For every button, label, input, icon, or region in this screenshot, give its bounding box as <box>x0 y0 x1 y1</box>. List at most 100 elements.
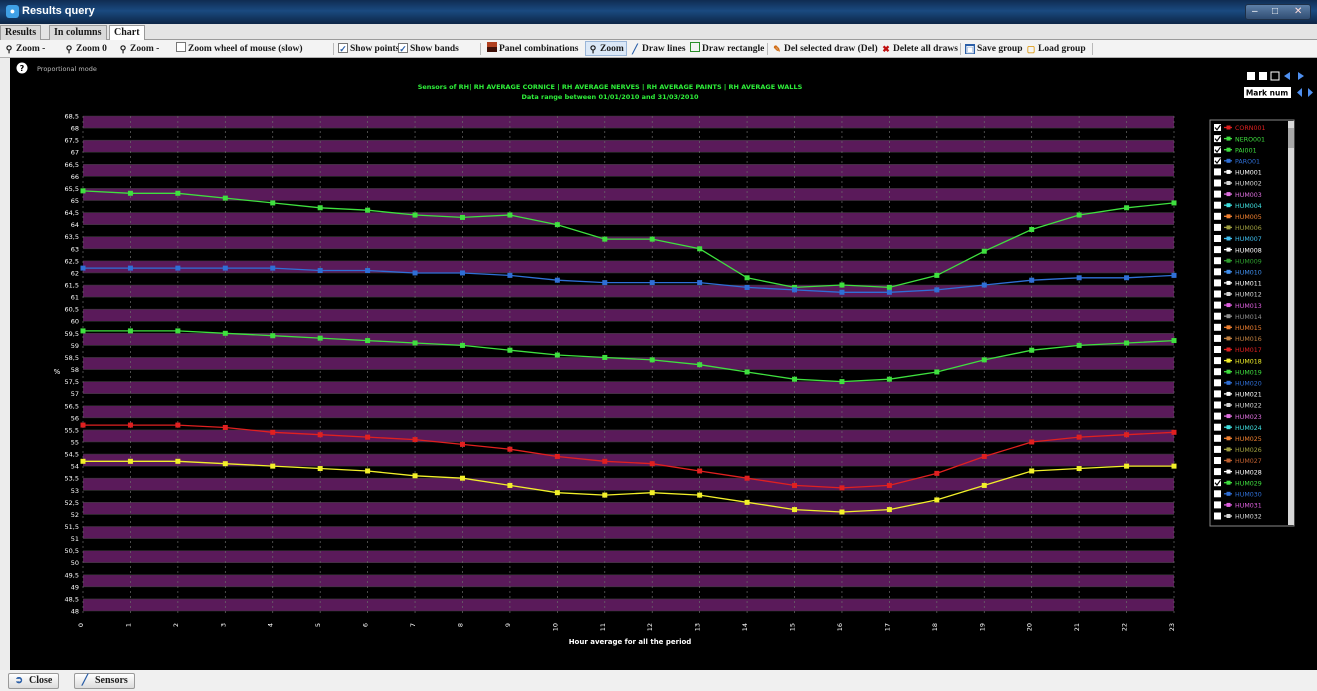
next-arrow-icon[interactable] <box>1298 72 1304 80</box>
data-point[interactable] <box>1029 226 1035 232</box>
data-point[interactable] <box>1076 342 1082 348</box>
data-point[interactable] <box>602 280 608 286</box>
data-point[interactable] <box>80 265 86 271</box>
data-point[interactable] <box>507 446 513 452</box>
legend-checkbox[interactable] <box>1214 301 1221 309</box>
data-point[interactable] <box>839 379 845 385</box>
legend-checkbox[interactable] <box>1214 312 1221 320</box>
data-point[interactable] <box>459 475 465 481</box>
data-point[interactable] <box>697 362 703 368</box>
legend-checkbox[interactable] <box>1214 323 1221 331</box>
tab-in-columns[interactable]: In columns <box>49 25 107 40</box>
legend-checkbox[interactable] <box>1214 457 1221 464</box>
data-point[interactable] <box>981 357 987 363</box>
data-point[interactable] <box>649 357 655 363</box>
data-point[interactable] <box>507 272 513 278</box>
data-point[interactable] <box>270 265 276 271</box>
data-point[interactable] <box>981 482 987 488</box>
legend-item[interactable]: HUM027 <box>1214 457 1262 465</box>
data-point[interactable] <box>839 485 845 491</box>
data-point[interactable] <box>839 282 845 288</box>
legend-item[interactable]: PARO01 <box>1214 157 1260 166</box>
data-point[interactable] <box>1171 272 1177 278</box>
chart-series[interactable] <box>80 188 1177 515</box>
data-point[interactable] <box>649 490 655 496</box>
data-point[interactable] <box>175 458 181 464</box>
data-point[interactable] <box>839 509 845 515</box>
data-point[interactable] <box>459 342 465 348</box>
series-line[interactable] <box>82 190 1175 289</box>
sensor-legend[interactable]: CORN001 NERO001 PAI001 PARO01 HUM001 HUM002 HU… <box>1209 119 1295 527</box>
legend-item[interactable]: HUM004 <box>1214 201 1262 210</box>
data-point[interactable] <box>886 482 892 488</box>
data-point[interactable] <box>697 468 703 474</box>
legend-checkbox[interactable] <box>1214 412 1221 420</box>
data-point[interactable] <box>744 284 750 290</box>
legend-item[interactable]: CORN001 <box>1214 124 1265 132</box>
data-point[interactable] <box>554 490 560 496</box>
legend-checkbox[interactable] <box>1214 401 1221 409</box>
legend-item[interactable]: HUM015 <box>1214 323 1262 332</box>
legend-item[interactable]: HUM009 <box>1214 257 1262 265</box>
data-point[interactable] <box>270 463 276 469</box>
data-point[interactable] <box>317 205 323 211</box>
panel-combinations-button[interactable]: Panel combinations <box>487 42 578 56</box>
data-point[interactable] <box>270 333 276 339</box>
data-point[interactable] <box>649 280 655 286</box>
checked-box-icon[interactable] <box>1259 72 1267 80</box>
legend-checkbox[interactable] <box>1214 201 1221 209</box>
data-point[interactable] <box>1171 338 1177 344</box>
rh-line-chart[interactable]: 68,56867,56766,56665,56564,56463,56362,5… <box>10 58 1317 670</box>
legend-item[interactable]: HUM031 <box>1214 501 1262 510</box>
data-point[interactable] <box>744 275 750 281</box>
data-point[interactable] <box>317 335 323 341</box>
legend-item[interactable]: HUM022 <box>1214 401 1262 410</box>
data-point[interactable] <box>981 248 987 254</box>
data-point[interactable] <box>412 340 418 346</box>
legend-checkbox[interactable] <box>1214 246 1221 254</box>
series-line[interactable] <box>83 267 1175 293</box>
zoom-wheel-checkbox[interactable]: Zoom wheel of mouse (slow) <box>176 42 303 56</box>
data-point[interactable] <box>1124 205 1130 211</box>
legend-item[interactable]: HUM001 <box>1214 168 1262 177</box>
legend-checkbox[interactable] <box>1214 290 1221 298</box>
data-point[interactable] <box>365 268 371 274</box>
data-point[interactable] <box>222 265 228 271</box>
legend-checkbox[interactable] <box>1214 490 1221 498</box>
legend-checkbox-checked[interactable] <box>1214 124 1221 131</box>
help-icon[interactable]: ? <box>16 62 28 74</box>
data-point[interactable] <box>554 277 560 283</box>
data-point[interactable] <box>886 507 892 513</box>
legend-item[interactable]: HUM017 <box>1214 346 1262 354</box>
data-point[interactable] <box>317 432 323 438</box>
data-point[interactable] <box>80 458 86 464</box>
draw-lines-button[interactable]: ╱ Draw lines <box>630 42 685 56</box>
sensors-button[interactable]: ╱ Sensors <box>74 673 135 689</box>
data-point[interactable] <box>839 289 845 295</box>
data-point[interactable] <box>222 424 228 430</box>
legend-checkbox[interactable] <box>1214 279 1221 287</box>
data-point[interactable] <box>412 473 418 479</box>
data-point[interactable] <box>365 207 371 213</box>
data-point[interactable] <box>222 330 228 336</box>
data-point[interactable] <box>222 195 228 201</box>
data-point[interactable] <box>886 289 892 295</box>
data-point[interactable] <box>1124 432 1130 438</box>
legend-checkbox[interactable] <box>1214 368 1221 376</box>
data-point[interactable] <box>744 369 750 375</box>
data-point[interactable] <box>507 482 513 488</box>
data-point[interactable] <box>1029 277 1035 283</box>
data-point[interactable] <box>697 492 703 498</box>
data-point[interactable] <box>127 265 133 271</box>
data-point[interactable] <box>222 461 228 467</box>
data-point[interactable] <box>412 212 418 218</box>
legend-item[interactable]: HUM025 <box>1214 434 1262 443</box>
delete-selected-draw-button[interactable]: ✎ Del selected draw (Del) <box>773 44 878 54</box>
data-point[interactable] <box>317 268 323 274</box>
window-controls[interactable]: – □ ✕ <box>1245 4 1311 20</box>
data-point[interactable] <box>1171 200 1177 206</box>
legend-item[interactable]: HUM024 <box>1214 423 1262 432</box>
data-point[interactable] <box>981 453 987 459</box>
zoom-0-button[interactable]: ⚲ Zoom 0 <box>65 44 107 54</box>
legend-item[interactable]: HUM010 <box>1214 268 1262 277</box>
